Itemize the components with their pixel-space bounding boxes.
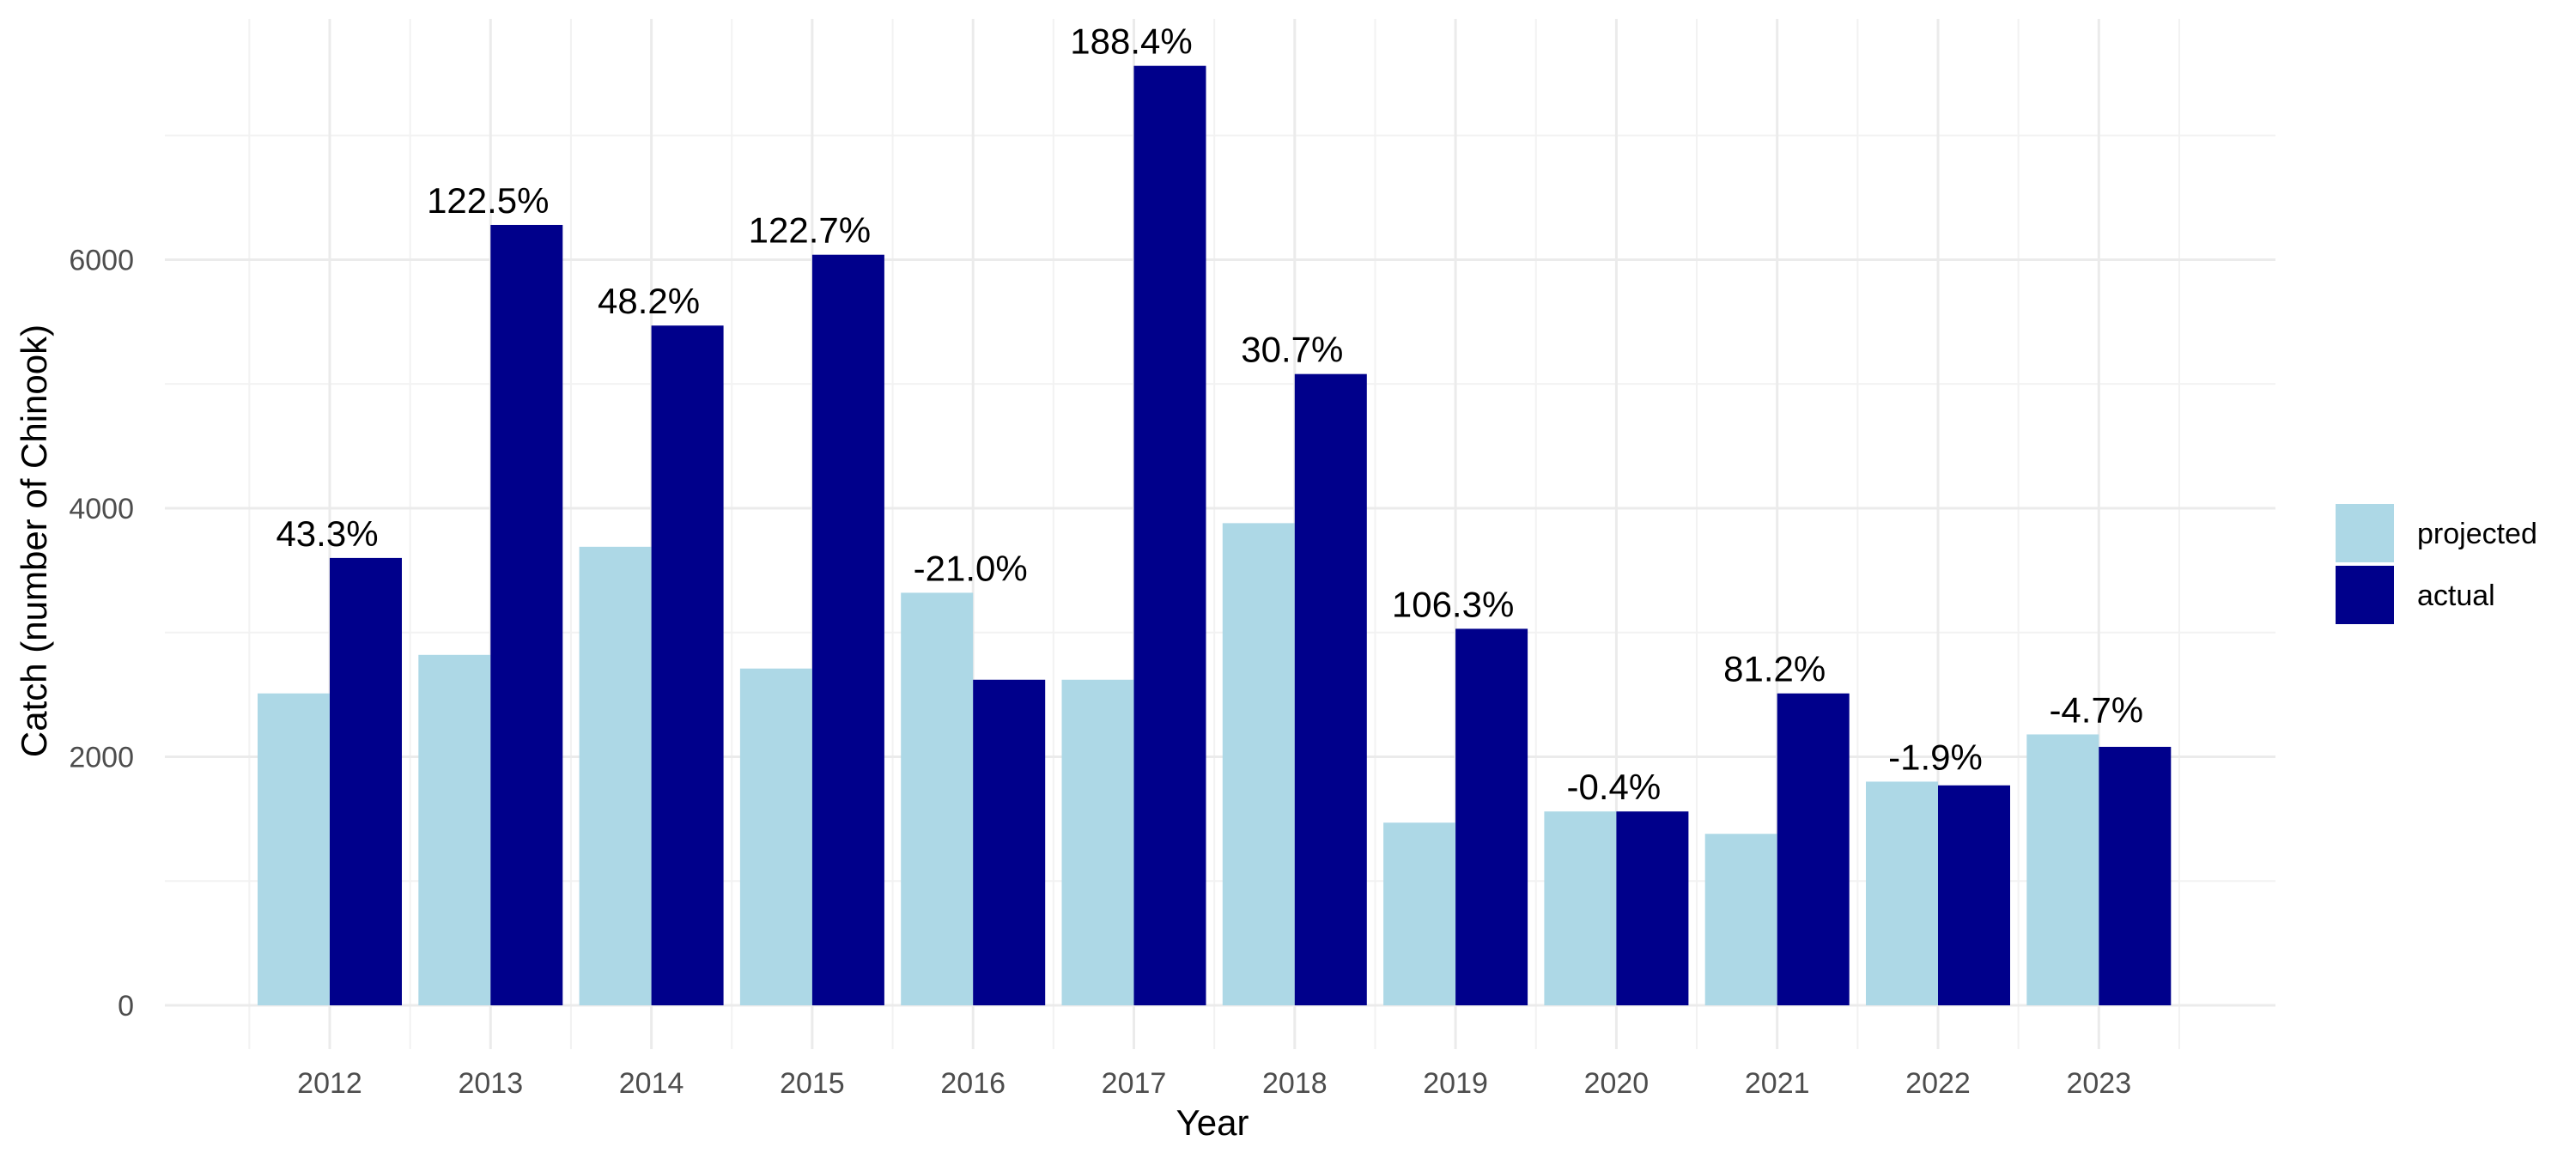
bar-projected-2014 — [579, 546, 652, 1005]
bar-projected-2022 — [1866, 781, 1938, 1005]
bar-actual-2020 — [1616, 811, 1689, 1005]
bars — [258, 65, 2172, 1006]
y-tick-label: 4000 — [69, 493, 134, 525]
y-tick-label: 2000 — [69, 742, 134, 774]
x-tick-label: 2021 — [1745, 1067, 1810, 1100]
bar-projected-2020 — [1544, 811, 1617, 1005]
bar-projected-2016 — [901, 592, 974, 1005]
x-tick-label: 2017 — [1102, 1067, 1167, 1100]
bar-label-2021: 81.2% — [1723, 649, 1826, 689]
x-tick-label: 2015 — [780, 1067, 845, 1100]
bar-label-2023: -4.7% — [2049, 689, 2143, 730]
bar-actual-2014 — [651, 325, 724, 1005]
bar-actual-2023 — [2099, 746, 2172, 1005]
x-tick-label: 2018 — [1262, 1067, 1327, 1100]
bar-projected-2013 — [418, 654, 491, 1005]
bar-projected-2017 — [1061, 679, 1134, 1005]
bar-label-2019: 106.3% — [1392, 584, 1514, 624]
bar-projected-2021 — [1704, 834, 1777, 1005]
x-tick-label: 2014 — [619, 1067, 684, 1100]
bar-actual-2022 — [1938, 785, 2010, 1005]
bar-labels: 43.3% 122.5% 48.2% 122.7% -21.0% 188.4% 30.7% 1… — [276, 21, 2143, 808]
bar-actual-2017 — [1133, 65, 1206, 1006]
bar-label-2013: 122.5% — [427, 180, 549, 221]
legend-key-actual — [2336, 566, 2394, 624]
bar-label-2018: 30.7% — [1241, 330, 1343, 370]
x-axis-ticks: 2012 2013 2014 2015 2016 2017 2018 2019 2020 2021… — [297, 1067, 2131, 1100]
x-tick-label: 2019 — [1423, 1067, 1488, 1100]
legend-label-projected: projected — [2417, 518, 2537, 550]
bar-projected-2012 — [258, 693, 330, 1005]
bar-projected-2019 — [1383, 822, 1456, 1005]
bar-actual-2016 — [973, 679, 1046, 1005]
x-tick-label: 2020 — [1584, 1067, 1649, 1100]
legend-label-actual: actual — [2417, 580, 2495, 612]
bar-label-2012: 43.3% — [276, 513, 378, 554]
y-tick-label: 6000 — [69, 245, 134, 277]
bar-actual-2019 — [1455, 628, 1528, 1005]
bar-label-2017: 188.4% — [1070, 21, 1192, 62]
x-tick-label: 2013 — [458, 1067, 523, 1100]
legend: projected actual — [2336, 504, 2537, 624]
bar-actual-2021 — [1777, 693, 1850, 1005]
x-tick-label: 2012 — [297, 1067, 362, 1100]
bar-label-2020: -0.4% — [1567, 767, 1662, 807]
bar-projected-2015 — [739, 668, 812, 1005]
bar-actual-2012 — [330, 557, 402, 1005]
bar-label-2015: 122.7% — [749, 210, 871, 251]
bar-label-2014: 48.2% — [598, 281, 700, 321]
x-tick-label: 2023 — [2066, 1067, 2131, 1100]
bar-projected-2023 — [2026, 734, 2099, 1005]
x-axis-title: Year — [1176, 1102, 1249, 1143]
bar-projected-2018 — [1222, 523, 1295, 1005]
legend-key-projected — [2336, 504, 2394, 562]
x-tick-label: 2016 — [940, 1067, 1005, 1100]
bar-actual-2018 — [1294, 373, 1367, 1005]
bar-actual-2013 — [490, 224, 563, 1006]
bar-label-2022: -1.9% — [1888, 737, 1983, 777]
y-axis-title: Catch (number of Chinook) — [14, 325, 54, 757]
y-tick-label: 0 — [118, 990, 134, 1022]
x-tick-label: 2022 — [1905, 1067, 1971, 1100]
y-axis-ticks: 0 2000 4000 6000 — [69, 245, 134, 1023]
bar-label-2016: -21.0% — [914, 548, 1028, 588]
bar-actual-2015 — [811, 254, 884, 1006]
